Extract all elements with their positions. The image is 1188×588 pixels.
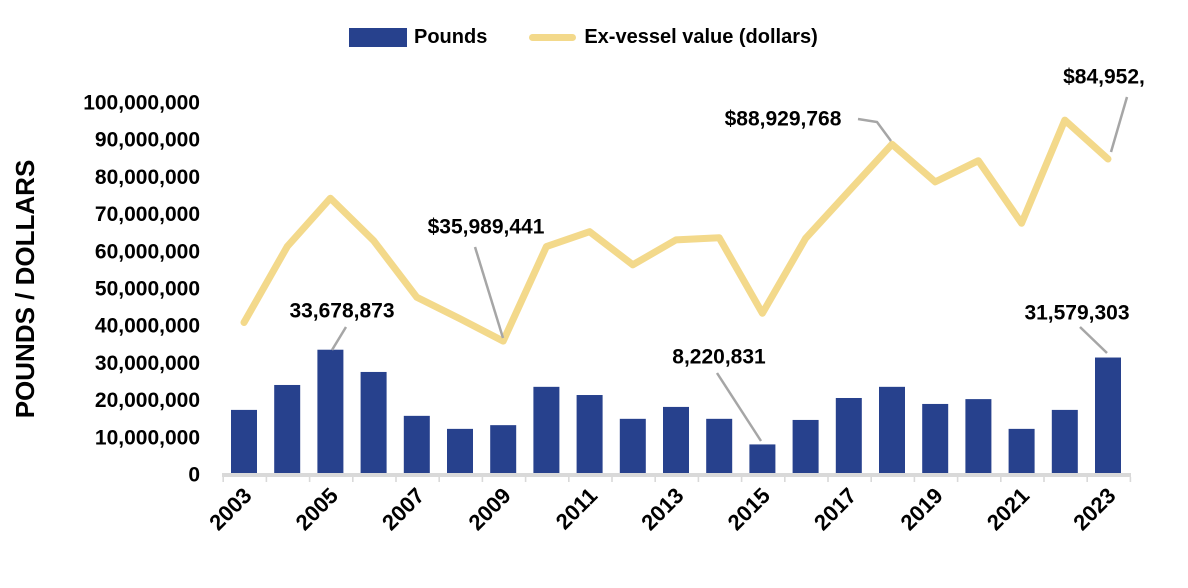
x-tick-label: 2015	[723, 483, 775, 535]
x-axis-tick	[524, 477, 527, 482]
annotation-leader	[1109, 96, 1129, 153]
annotation-label: $88,929,768	[725, 108, 842, 131]
x-axis-tick	[352, 477, 354, 482]
legend-item-pounds: Pounds	[349, 26, 487, 49]
x-tick-label: 2019	[895, 483, 947, 535]
x-axis-tick	[784, 477, 786, 482]
y-tick-label: 30,000,000	[95, 352, 200, 375]
x-axis-tick	[308, 477, 311, 482]
legend-label-pounds: Pounds	[414, 26, 488, 48]
legend: Pounds Ex-vessel value (dollars)	[349, 26, 818, 49]
bar-2009	[490, 425, 517, 475]
y-tick-label: 90,000,000	[95, 129, 200, 152]
x-axis-tick	[913, 477, 916, 482]
x-axis-tick	[568, 477, 570, 482]
y-tick-label: 40,000,000	[95, 315, 200, 338]
y-tick-label: 10,000,000	[95, 426, 200, 449]
y-tick-label: 0	[188, 464, 200, 487]
annotation-leader	[1079, 326, 1108, 354]
bar-2020	[965, 399, 992, 475]
x-tick-label: 2013	[636, 483, 688, 535]
x-tick-label: 2017	[809, 483, 861, 535]
y-tick-label: 20,000,000	[95, 389, 200, 412]
annotation-label: $84,952,	[1063, 66, 1145, 89]
x-axis-tick	[481, 477, 484, 482]
x-axis-tick	[222, 477, 224, 482]
annotation-leader	[473, 246, 505, 339]
annotation-leader	[330, 326, 348, 351]
x-axis-tick	[265, 477, 268, 482]
bar-2005	[317, 349, 344, 475]
bar-2016	[792, 419, 819, 475]
bar-2017	[835, 397, 862, 475]
y-tick-label: 70,000,000	[95, 203, 200, 226]
bar-2006	[360, 371, 387, 475]
annotation-label: $35,989,441	[428, 216, 545, 239]
x-axis-tick	[740, 477, 743, 482]
x-axis-tick	[1043, 477, 1045, 482]
exvessel-swatch-icon	[529, 34, 577, 41]
bar-2019	[922, 403, 949, 475]
x-axis-tick	[395, 477, 397, 482]
x-tick-label: 2005	[291, 483, 343, 535]
y-axis-title: POUNDS / DOLLARS	[10, 160, 40, 419]
y-tick-label: 60,000,000	[95, 240, 200, 263]
y-tick-label: 50,000,000	[95, 278, 200, 301]
bar-2013	[663, 406, 689, 475]
bar-2023	[1095, 357, 1121, 475]
annotation-leader	[857, 117, 893, 142]
x-axis-tick	[1000, 477, 1002, 482]
bar-2010	[533, 386, 560, 475]
legend-label-exvessel: Ex-vessel value (dollars)	[584, 26, 818, 48]
y-tick-label: 100,000,000	[83, 92, 200, 115]
bar-2003	[231, 409, 257, 475]
y-tick-label: 80,000,000	[95, 166, 200, 189]
bar-2014	[706, 418, 733, 475]
x-axis-tick	[697, 477, 700, 482]
x-axis-tick	[611, 477, 613, 482]
x-axis-tick	[870, 477, 872, 482]
exvessel-line	[240, 116, 1112, 345]
x-tick-label: 2011	[551, 483, 602, 534]
pounds-swatch-icon	[349, 28, 407, 47]
annotation-label: 31,579,303	[1024, 302, 1129, 325]
x-axis-tick	[438, 477, 440, 482]
bar-2018	[879, 386, 905, 475]
bar-2007	[403, 415, 430, 475]
bar-2011	[576, 395, 603, 475]
x-tick-label: 2021	[982, 483, 1034, 535]
bar-2021	[1008, 428, 1035, 475]
x-axis-tick	[1129, 477, 1132, 482]
x-axis-tick	[654, 477, 656, 482]
bar-2008	[447, 428, 473, 475]
annotation-label: 8,220,831	[672, 346, 766, 369]
bar-2022	[1051, 409, 1078, 475]
annotation-label: 33,678,873	[289, 300, 394, 323]
x-axis-tick	[1086, 477, 1088, 482]
legend-item-exvessel: Ex-vessel value (dollars)	[529, 26, 818, 49]
x-tick-label: 2009	[463, 483, 515, 535]
x-tick-label: 2007	[377, 483, 429, 535]
bar-2015	[749, 444, 776, 475]
bar-2012	[619, 418, 646, 475]
x-axis-line	[222, 473, 1131, 477]
annotation-leader	[715, 372, 763, 442]
x-tick-label: 2003	[204, 483, 256, 535]
x-axis-tick	[956, 477, 959, 482]
x-tick-label: 2023	[1068, 483, 1120, 535]
bar-2004	[274, 384, 301, 475]
x-axis-tick	[827, 477, 829, 482]
